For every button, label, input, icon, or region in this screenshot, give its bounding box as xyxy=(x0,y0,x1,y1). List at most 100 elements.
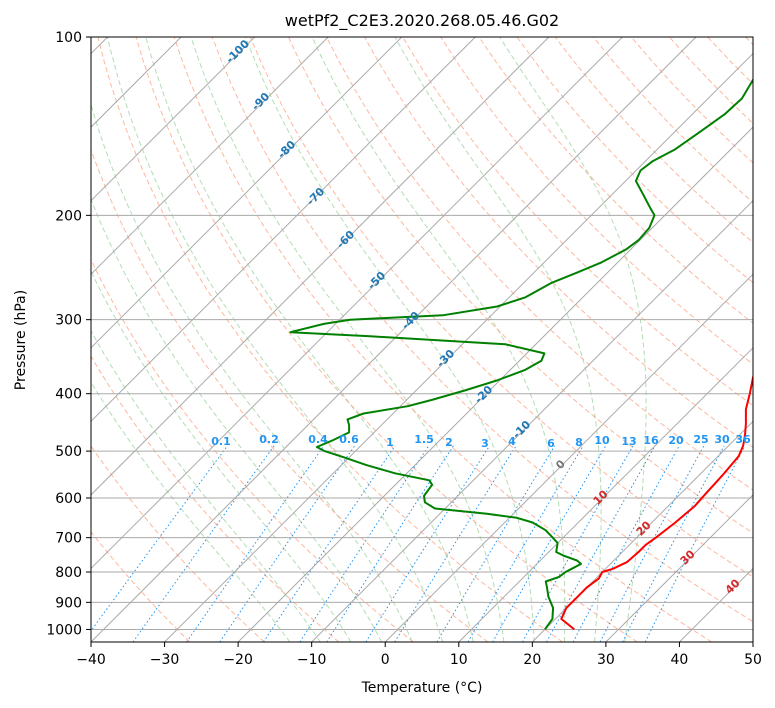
y-tick-label: 900 xyxy=(55,595,82,611)
mixing-ratio-label: 0.6 xyxy=(339,433,359,446)
y-tick-label: 800 xyxy=(55,565,82,581)
dry-adiabat-lines xyxy=(91,37,753,642)
grid-lines xyxy=(91,37,753,642)
moist-adiabat-line xyxy=(91,198,382,642)
mixing-ratio-line xyxy=(326,445,454,642)
moist-adiabat-line xyxy=(91,270,352,642)
mixing-ratio-label: 13 xyxy=(621,435,636,448)
dewpoint-profile-line xyxy=(289,77,753,630)
isotherm-gridline xyxy=(164,52,753,642)
dry-adiabat-line xyxy=(97,37,563,642)
mixing-ratio-line xyxy=(467,445,584,642)
y-tick-label: 100 xyxy=(55,30,82,46)
temperature-profile-line xyxy=(560,232,753,631)
mixing-ratio-line xyxy=(522,445,634,642)
isotherm-gridline xyxy=(91,37,403,349)
mixing-ratio-label: 2 xyxy=(445,436,453,449)
dry-adiabat-line xyxy=(91,355,340,642)
mixing-ratio-line xyxy=(622,445,725,642)
moist-adiabat-line xyxy=(311,37,566,642)
y-tick-label: 200 xyxy=(55,208,82,224)
mixing-ratio-label: 8 xyxy=(575,436,583,449)
mixing-ratio-label: 6 xyxy=(547,437,555,450)
y-tick-label: 300 xyxy=(55,313,82,329)
mixing-ratio-label: 30 xyxy=(714,433,730,446)
isotherm-gridline xyxy=(91,37,623,570)
moist-adiabat-line xyxy=(91,329,321,642)
isotherm-gridline xyxy=(531,420,753,642)
dry-adiabat-line xyxy=(91,445,265,642)
mixing-ratio-label: 1.5 xyxy=(414,433,434,446)
x-tick-label: −40 xyxy=(76,652,106,668)
plot-frame xyxy=(90,36,754,643)
moist-adiabat-line xyxy=(190,37,505,642)
x-axis-ticks: −40 −30 −20 −10 0 10 20 30 40 50 xyxy=(76,642,762,668)
mixing-ratio-line xyxy=(546,445,656,642)
mixing-ratio-label: 1 xyxy=(386,436,394,449)
isotherm-gridline xyxy=(91,37,329,275)
mixing-ratio-line xyxy=(436,445,556,642)
x-tick-label: 50 xyxy=(744,652,762,668)
isotherm-gridline xyxy=(91,37,476,423)
moist-adiabat-line xyxy=(394,37,602,642)
x-tick-label: 20 xyxy=(523,652,541,668)
isotherm-gridline xyxy=(311,199,753,642)
y-axis-title: Pressure (hPa) xyxy=(13,290,29,390)
mixing-ratio-line xyxy=(132,445,275,642)
mixing-ratio-label: 16 xyxy=(643,434,659,447)
dry-adiabat-line xyxy=(91,531,191,642)
y-tick-label: 400 xyxy=(55,387,82,403)
y-tick-label: 600 xyxy=(55,491,82,507)
mixing-ratio-line xyxy=(365,445,490,642)
mixing-ratio-label: 10 xyxy=(594,434,610,447)
x-tick-label: 0 xyxy=(381,652,390,668)
dry-adiabat-line xyxy=(249,37,753,578)
mixing-ratio-line xyxy=(644,445,746,642)
x-tick-label: −20 xyxy=(223,652,253,668)
y-tick-label: 500 xyxy=(55,444,82,460)
dry-adiabat-line xyxy=(135,37,638,642)
mixing-ratio-lines xyxy=(91,445,746,642)
y-axis-ticks: 100 200 300 400 500 600 700 800 900 1000 xyxy=(46,30,91,638)
sounding-series xyxy=(289,77,753,631)
x-axis-title: Temperature (°C) xyxy=(361,680,483,696)
x-tick-label: 30 xyxy=(597,652,615,668)
isotherm-gridline xyxy=(91,37,697,642)
moist-adiabat-line xyxy=(499,37,647,642)
mixing-ratio-line xyxy=(299,445,430,642)
x-tick-label: −10 xyxy=(297,652,327,668)
mixing-ratio-label: 0.4 xyxy=(308,433,328,446)
mixing-ratio-label: 25 xyxy=(693,433,708,446)
mixing-ratio-label: 0.1 xyxy=(211,435,231,448)
isotherm-gridline xyxy=(91,37,550,496)
y-tick-label: 1000 xyxy=(46,622,82,638)
x-tick-label: 40 xyxy=(671,652,689,668)
x-tick-label: 10 xyxy=(450,652,468,668)
y-tick-label: 700 xyxy=(55,531,82,547)
isotherm-gridline xyxy=(91,37,256,202)
dry-adiabat-line xyxy=(211,37,753,623)
isotherm-gridline xyxy=(605,494,753,642)
x-tick-label: −30 xyxy=(150,652,180,668)
dry-adiabat-line xyxy=(91,148,489,642)
mixing-ratio-label: 36 xyxy=(735,433,751,446)
dry-adiabat-line xyxy=(326,37,753,491)
dry-adiabat-line xyxy=(516,37,753,284)
dry-adiabat-line xyxy=(478,37,753,324)
mixing-ratio-label: 4 xyxy=(508,435,516,448)
mixing-ratio-label: 20 xyxy=(668,434,684,447)
dry-adiabat-line xyxy=(402,37,753,407)
moist-adiabat-lines xyxy=(91,37,647,642)
isotherm-gridline xyxy=(237,126,753,642)
mixing-ratio-label: 0.2 xyxy=(259,433,279,446)
mixing-ratio-label: 3 xyxy=(481,437,489,450)
moist-adiabat-line xyxy=(245,37,535,642)
moist-adiabat-line xyxy=(145,37,474,642)
mixing-ratio-line xyxy=(186,445,325,642)
mixing-ratio-line xyxy=(219,445,356,642)
isotherm-gridline xyxy=(384,273,753,642)
isotherm-gridline xyxy=(458,347,753,642)
mixing-ratio-line xyxy=(263,445,396,642)
chart-title: wetPf2_C2E3.2020.268.05.46.G02 xyxy=(285,11,559,31)
